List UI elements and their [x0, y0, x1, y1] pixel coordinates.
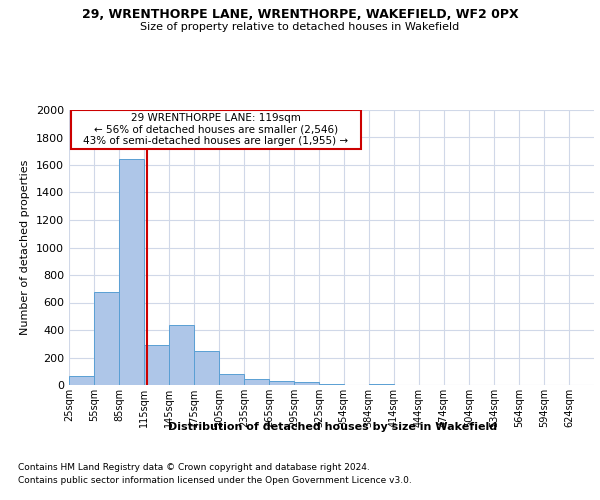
- Bar: [69, 376, 94, 385]
- Text: Distribution of detached houses by size in Wakefield: Distribution of detached houses by size …: [169, 422, 497, 432]
- Bar: [94, 292, 119, 385]
- Y-axis label: Number of detached properties: Number of detached properties: [20, 160, 31, 335]
- Bar: [144, 345, 169, 385]
- Text: 29, WRENTHORPE LANE, WRENTHORPE, WAKEFIELD, WF2 0PX: 29, WRENTHORPE LANE, WRENTHORPE, WAKEFIE…: [82, 8, 518, 20]
- Bar: [244, 379, 269, 385]
- Bar: [269, 381, 295, 385]
- Bar: [194, 350, 219, 385]
- Bar: [295, 382, 319, 385]
- FancyBboxPatch shape: [71, 110, 361, 149]
- Text: Size of property relative to detached houses in Wakefield: Size of property relative to detached ho…: [140, 22, 460, 32]
- Text: Contains public sector information licensed under the Open Government Licence v3: Contains public sector information licen…: [18, 476, 412, 485]
- Text: Contains HM Land Registry data © Crown copyright and database right 2024.: Contains HM Land Registry data © Crown c…: [18, 462, 370, 471]
- Text: 29 WRENTHORPE LANE: 119sqm: 29 WRENTHORPE LANE: 119sqm: [131, 113, 301, 123]
- Bar: [219, 374, 244, 385]
- Bar: [119, 160, 144, 385]
- Text: 43% of semi-detached houses are larger (1,955) →: 43% of semi-detached houses are larger (…: [83, 136, 349, 146]
- Bar: [368, 384, 394, 385]
- Bar: [169, 324, 194, 385]
- Bar: [319, 384, 344, 385]
- Text: ← 56% of detached houses are smaller (2,546): ← 56% of detached houses are smaller (2,…: [94, 124, 338, 134]
